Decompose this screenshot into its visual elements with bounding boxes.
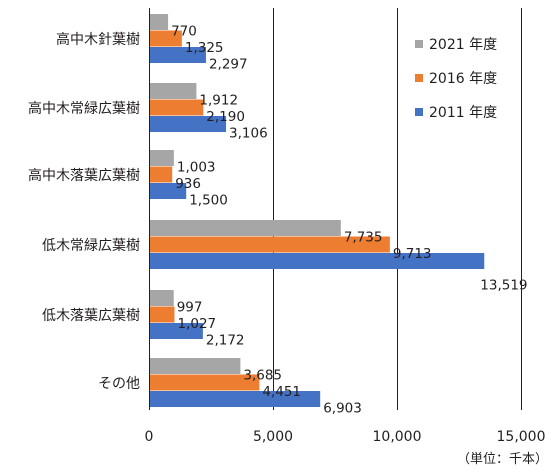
data-label: 1,003 xyxy=(177,160,216,176)
x-tick-label: 5,000 xyxy=(253,429,293,445)
category-label: 高中木落葉広葉樹 xyxy=(28,167,140,184)
x-tick-label: 10,000 xyxy=(373,429,422,445)
bar xyxy=(150,30,182,47)
bar xyxy=(150,150,174,166)
data-label: 3,106 xyxy=(229,126,268,142)
data-label: 936 xyxy=(175,176,201,192)
unit-note: （単位：千本） xyxy=(457,451,548,467)
bar xyxy=(150,290,174,306)
legend-label: 2016 年度 xyxy=(429,71,497,87)
x-tick-label: 0 xyxy=(145,429,154,445)
data-label: 770 xyxy=(171,24,197,40)
legend: 2021 年度 2016 年度 2011 年度 xyxy=(415,37,497,121)
legend-swatch xyxy=(415,40,423,48)
data-label: 997 xyxy=(177,300,203,316)
bar xyxy=(150,358,241,374)
category-label: 低木落葉広葉樹 xyxy=(42,308,140,324)
category-label: 高中木常緑広葉樹 xyxy=(28,100,140,117)
data-label: 6,903 xyxy=(323,401,362,417)
bar xyxy=(150,220,341,236)
bar xyxy=(150,306,175,323)
category-label: 低木常緑広葉樹 xyxy=(42,238,140,254)
data-label: 9,713 xyxy=(393,246,432,262)
data-label: 2,172 xyxy=(206,333,245,349)
legend-swatch xyxy=(415,108,423,116)
bar xyxy=(150,99,204,116)
bar xyxy=(150,391,321,407)
bar xyxy=(150,116,227,132)
bar xyxy=(150,14,169,30)
bar xyxy=(150,47,206,63)
bar xyxy=(150,166,173,183)
legend-label: 2021 年度 xyxy=(429,37,497,53)
data-label: 1,325 xyxy=(185,40,224,56)
data-label: 3,685 xyxy=(243,368,282,384)
data-label: 7,735 xyxy=(344,230,383,246)
data-label: 2,190 xyxy=(206,109,245,125)
bar xyxy=(150,253,485,269)
gridlines xyxy=(149,8,522,410)
bars xyxy=(150,14,485,407)
x-tick-label: 15,000 xyxy=(497,429,546,445)
legend-swatch xyxy=(415,74,423,82)
x-tick-labels: 0 5,000 10,000 15,000 xyxy=(145,429,546,445)
data-label: 13,519 xyxy=(480,278,527,294)
category-label: その他 xyxy=(98,376,140,392)
bar xyxy=(150,374,260,391)
legend-label: 2011 年度 xyxy=(429,105,497,121)
bar xyxy=(150,183,187,199)
data-label: 1,027 xyxy=(177,316,216,332)
bar xyxy=(150,83,197,99)
category-label: 高中木針葉樹 xyxy=(56,31,140,48)
bar xyxy=(150,323,203,339)
data-label: 1,912 xyxy=(199,93,238,109)
bar xyxy=(150,236,390,253)
data-label: 4,451 xyxy=(262,384,301,400)
data-label: 1,500 xyxy=(189,193,228,209)
data-label: 2,297 xyxy=(209,57,248,73)
